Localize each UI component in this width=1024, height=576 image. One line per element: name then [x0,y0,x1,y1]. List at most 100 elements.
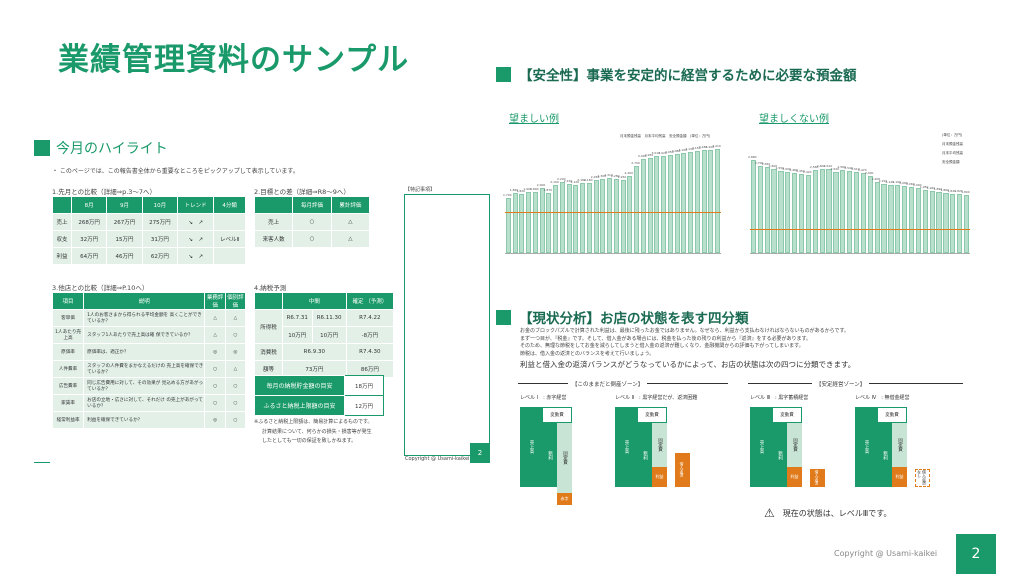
sales-block: 売上高 [855,407,877,487]
chart-bar [512,193,518,253]
chart-data-label: 2,510 [851,166,860,171]
chart-data-label: 2,560 [809,165,819,170]
chart-data-label: 2,100 [892,180,901,185]
t2-header: 累計評価 [330,196,371,214]
t3-header: 項目 [51,292,85,310]
chart-bar [860,173,867,253]
t3-cell: 同じ広告費用に対して、その効果が 見込める方があがっているか？ [83,377,206,395]
chart-bar [505,198,511,253]
memo-label: 【特記事項】 [405,187,436,193]
t1-cell [213,247,246,265]
t1-header: トレンド [177,196,215,214]
divider [34,462,50,463]
chart-bar [559,181,565,253]
chart-bar [805,174,812,253]
highlight-heading: 今月のハイライト [34,138,168,158]
chart-bar [654,155,660,253]
chart-data-label: 3,020 [658,150,667,155]
t4-cell: 額等 [254,360,283,378]
chart-data-label: 2,000 [536,183,546,188]
t4-header [254,292,283,310]
fixed-cost-block: 固定費 [787,423,802,467]
footnote: したとしても一切の保証を致しかねます。 [262,438,357,444]
chart-data-label: 1,950 [919,185,929,190]
chart-data-label: 2,450 [796,168,805,173]
chart-bar [674,153,680,253]
t1-header: 8月 [70,196,108,214]
t1-cell: 268万円 [70,213,108,231]
t3-cell: 人件費率 [51,360,85,378]
chart-data-label: 2,900 [638,154,647,159]
chart-data-label: 2,100 [550,180,559,185]
memo-box [404,194,490,456]
chart-bar [874,181,880,253]
bad-example-label: 望ましくない例 [759,114,829,125]
chart-bar [764,167,770,253]
t3-cell: 原価率 [51,343,85,361]
chart-data-label: 2,120 [885,179,895,184]
threshold-line [505,211,721,213]
chart-bar [853,171,860,253]
chart-bar [750,160,757,253]
t3-cell: 1人あたり売上高 [51,326,85,344]
deficit-block: 赤字 [557,493,572,505]
t3-cell: 1人のお客さまから得られる平均金額を 高くことができているか？ [83,309,206,327]
summary-value: 12万円 [344,395,384,416]
chart-data-label: 2,470 [858,168,867,173]
t4-cell: 所得税 [254,309,283,344]
chart-bar [553,185,559,253]
t3-cell: スタッフ1人あたりで売上高は確 保できているか？ [83,326,206,344]
loan-repayment-block: 借入返済なし [915,469,930,487]
t3-cell: 客単価 [51,309,85,327]
chart-data-label: 1,860 [940,187,950,192]
chart-bar [546,192,552,253]
table1-caption: 1.先月との比較（詳細⇒p.3〜7へ） [52,188,157,196]
chart-data-label: 2,250 [590,175,600,180]
t4-cell: 10万円 [311,326,347,344]
chart-bar [957,194,963,253]
sales-block: 売上高 [520,407,542,487]
t1-cell: 32万円 [70,230,108,248]
chart-bar [778,170,784,253]
analysis-lead: 利益と借入金の返済バランスがどうなっているかによって、お店の状態は次の四つに分類… [520,360,856,369]
x-axis [750,252,970,253]
t3-cell: 原価率は、適正か？ [83,343,206,361]
chart-bar [757,165,763,253]
threshold-line [750,229,970,231]
chart-bar [580,182,586,253]
t3-cell: △ [204,309,226,327]
chart-bar [943,192,949,253]
chart0-legend: 月末預金残高 月末平均残高 安全預金額 (単位：万円) [620,134,711,138]
warning-icon: ⚠ [764,506,775,520]
chart-bar [708,149,714,253]
chart-bar [600,178,606,253]
t2-cell: ○ [292,230,332,248]
inner-page-number: 2 [470,443,490,463]
chart-data-label: 2,600 [768,164,778,169]
chart-bar [586,183,592,253]
t1-header: 4分類 [213,196,246,214]
t3-cell: △ [224,309,247,327]
chart-data-label: 3,050 [665,149,674,154]
t1-cell [213,213,246,231]
chart-data-label: 2,120 [570,179,580,184]
t3-cell: お店の立地・広さに対して、それだけ の売上があがっているか？ [83,394,206,412]
status-text: ⚠ 現在の状態は、レベルⅢです。 [764,506,892,520]
t2-cell: ○ [292,213,332,231]
chart-data-label: 2,500 [782,167,791,172]
t1-header: 10月 [141,196,179,214]
profit-block: 利益 [652,467,667,487]
t2-cell: 売上 [253,213,294,231]
chart-data-label: 2,540 [844,166,853,170]
fixed-cost-block: 固定費 [557,423,572,493]
chart-data-label: 1,900 [523,186,532,191]
t1-cell: 売上 [52,213,72,231]
chart-bar [647,157,653,253]
chart-bar [963,194,970,253]
chart-data-label: 2,420 [803,169,812,174]
chart-bar [929,191,935,253]
table2-caption: 2.目標との差（詳細⇒R8〜9へ） [254,188,350,196]
t3-cell: 家賃率 [51,394,85,412]
chart-data-label: 2,060 [906,181,915,186]
chart-bar [819,169,825,253]
